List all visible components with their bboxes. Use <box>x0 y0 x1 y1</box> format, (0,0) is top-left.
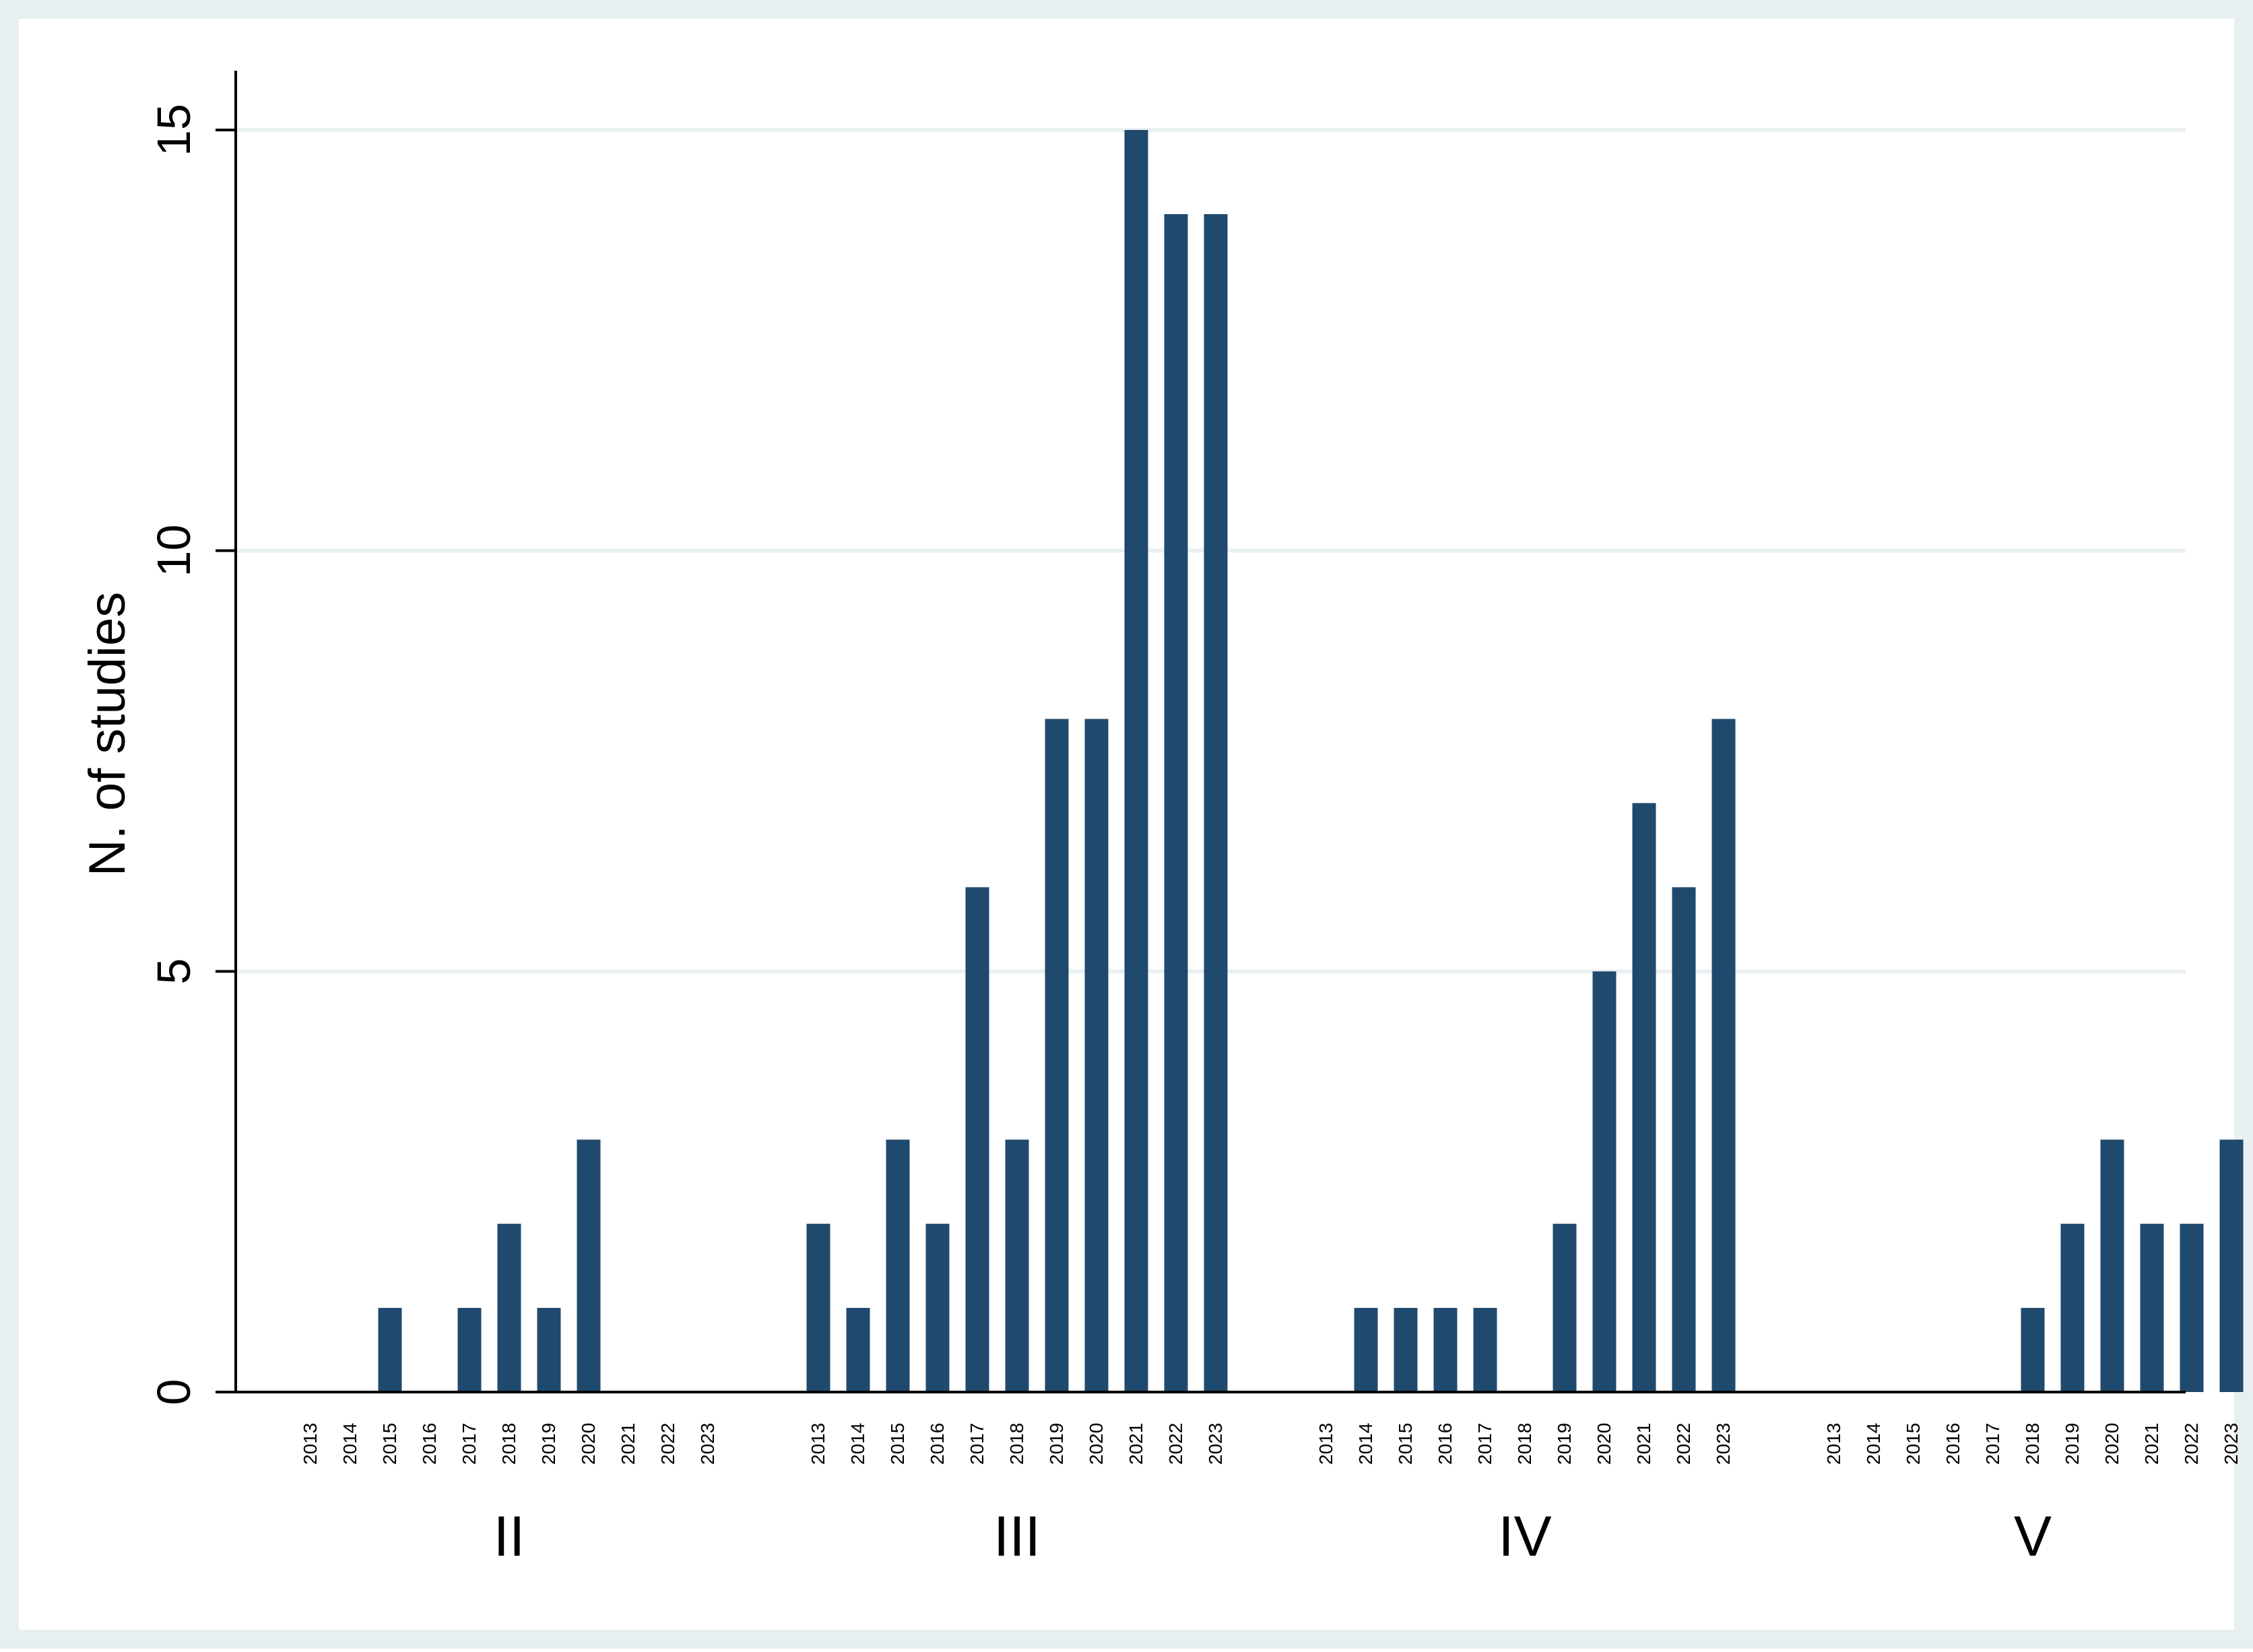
group-label-III: III <box>993 1505 1041 1568</box>
bar-III-2015 <box>886 1139 910 1392</box>
bar-IV-2023 <box>1711 719 1736 1392</box>
x-tick-label-IV-2018: 2018 <box>1514 1423 1535 1465</box>
x-tick-label-III-2020: 2020 <box>1086 1423 1107 1465</box>
x-tick-label-II-2019: 2019 <box>538 1423 559 1465</box>
x-tick-label-II-2018: 2018 <box>498 1423 519 1465</box>
x-tick-label-II-2015: 2015 <box>379 1423 400 1465</box>
x-tick-label-III-2022: 2022 <box>1165 1423 1186 1465</box>
group-label-II: II <box>494 1505 525 1568</box>
x-tick-label-III-2018: 2018 <box>1006 1423 1027 1465</box>
group-label-V: V <box>2014 1505 2052 1568</box>
bar-III-2020 <box>1084 719 1109 1392</box>
bar-IV-2022 <box>1672 887 1696 1392</box>
x-tick-label-V-2021: 2021 <box>2141 1423 2162 1465</box>
bar-II-2018 <box>497 1224 521 1392</box>
x-tick-label-IV-2015: 2015 <box>1395 1423 1416 1465</box>
bar-IV-2017 <box>1473 1308 1497 1392</box>
x-tick-label-III-2019: 2019 <box>1046 1423 1067 1465</box>
y-tick-label-15: 15 <box>148 104 200 156</box>
y-tick-label-5: 5 <box>148 958 200 985</box>
bar-II-2020 <box>577 1139 601 1392</box>
x-tick-label-IV-2022: 2022 <box>1673 1423 1694 1465</box>
x-tick-label-III-2014: 2014 <box>847 1423 868 1465</box>
x-tick-label-V-2023: 2023 <box>2221 1423 2242 1465</box>
bar-II-2019 <box>537 1308 561 1392</box>
bar-V-2021 <box>2140 1224 2164 1392</box>
x-tick-label-V-2013: 2013 <box>1823 1423 1844 1465</box>
x-tick-label-II-2016: 2016 <box>419 1423 440 1465</box>
bar-V-2022 <box>2180 1224 2204 1392</box>
bars <box>378 130 2244 1392</box>
x-tick-label-II-2020: 2020 <box>578 1423 599 1465</box>
axes <box>216 71 2186 1393</box>
bar-IV-2019 <box>1553 1224 1577 1392</box>
x-tick-label-II-2021: 2021 <box>618 1423 639 1465</box>
x-tick-label-IV-2023: 2023 <box>1713 1423 1734 1465</box>
bar-III-2014 <box>846 1308 870 1392</box>
x-tick-label-IV-2017: 2017 <box>1474 1423 1495 1465</box>
bar-III-2022 <box>1164 213 1188 1392</box>
x-tick-label-V-2019: 2019 <box>2062 1423 2083 1465</box>
x-tick-label-IV-2014: 2014 <box>1355 1423 1376 1465</box>
x-tick-label-V-2014: 2014 <box>1863 1423 1884 1465</box>
y-tick-label-0: 0 <box>148 1379 200 1406</box>
x-tick-label-V-2022: 2022 <box>2181 1423 2202 1465</box>
x-tick-label-II-2022: 2022 <box>657 1423 678 1465</box>
x-tick-label-V-2017: 2017 <box>1982 1423 2003 1465</box>
x-tick-label-III-2017: 2017 <box>967 1423 987 1465</box>
bar-IV-2014 <box>1354 1308 1378 1392</box>
x-tick-label-II-2023: 2023 <box>697 1423 718 1465</box>
bar-III-2017 <box>965 887 989 1392</box>
x-tick-label-II-2014: 2014 <box>339 1423 360 1465</box>
bar-III-2016 <box>925 1224 950 1392</box>
x-tick-label-IV-2016: 2016 <box>1435 1423 1456 1465</box>
x-tick-label-III-2023: 2023 <box>1205 1423 1226 1465</box>
bar-IV-2015 <box>1394 1308 1418 1392</box>
x-tick-label-IV-2020: 2020 <box>1594 1423 1614 1465</box>
x-tick-label-III-2015: 2015 <box>887 1423 908 1465</box>
group-label-IV: IV <box>1498 1505 1551 1568</box>
x-tick-label-III-2016: 2016 <box>927 1423 948 1465</box>
bar-III-2018 <box>1005 1139 1029 1392</box>
bar-III-2021 <box>1124 130 1148 1392</box>
bar-III-2013 <box>806 1224 830 1392</box>
x-tick-label-V-2020: 2020 <box>2101 1423 2122 1465</box>
bar-IV-2020 <box>1592 971 1617 1392</box>
x-tick-label-V-2016: 2016 <box>1942 1423 1963 1465</box>
bar-III-2023 <box>1204 213 1228 1392</box>
x-tick-label-II-2017: 2017 <box>459 1423 480 1465</box>
bar-V-2018 <box>2021 1308 2045 1392</box>
x-tick-label-IV-2013: 2013 <box>1315 1423 1336 1465</box>
x-tick-label-V-2018: 2018 <box>2022 1423 2043 1465</box>
x-tick-label-II-2013: 2013 <box>300 1423 321 1465</box>
bar-III-2019 <box>1045 719 1069 1392</box>
x-tick-label-V-2015: 2015 <box>1903 1423 1924 1465</box>
labels: 0 5 10 15 2013 2014 2015 2016 2017 2018 2019 2020 20… <box>148 104 2242 1568</box>
bar-II-2015 <box>378 1308 402 1392</box>
x-tick-label-III-2013: 2013 <box>808 1423 828 1465</box>
bar-IV-2016 <box>1433 1308 1458 1392</box>
x-tick-label-IV-2019: 2019 <box>1554 1423 1575 1465</box>
bar-II-2017 <box>457 1308 482 1392</box>
bar-V-2023 <box>2219 1139 2244 1392</box>
x-tick-label-IV-2021: 2021 <box>1633 1423 1654 1465</box>
x-tick-label-III-2021: 2021 <box>1125 1423 1146 1465</box>
y-axis-title: N. of studies <box>79 592 136 876</box>
y-tick-label-10: 10 <box>148 525 200 577</box>
bar-V-2019 <box>2060 1224 2085 1392</box>
bar-IV-2021 <box>1632 803 1656 1392</box>
bar-V-2020 <box>2100 1139 2124 1392</box>
